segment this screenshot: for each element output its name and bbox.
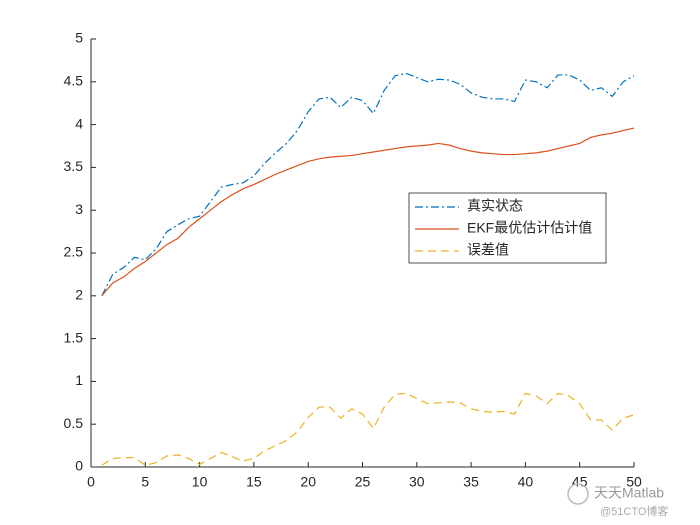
y-tick-label: 4.5 bbox=[64, 73, 84, 89]
y-tick-label: 4 bbox=[75, 115, 83, 131]
x-tick-label: 20 bbox=[300, 474, 316, 490]
x-tick-label: 40 bbox=[518, 474, 534, 490]
y-tick-label: 2.5 bbox=[64, 244, 84, 260]
y-tick-label: 0 bbox=[75, 458, 83, 474]
y-tick-label: 3.5 bbox=[64, 158, 84, 174]
x-tick-label: 5 bbox=[141, 474, 149, 490]
legend-label: 真实状态 bbox=[467, 198, 523, 214]
legend-label: 误差值 bbox=[467, 242, 509, 258]
x-tick-label: 50 bbox=[626, 474, 642, 490]
x-tick-label: 15 bbox=[246, 474, 262, 490]
watermark: @51CTO博客 bbox=[600, 504, 668, 518]
watermark-icon bbox=[567, 483, 589, 505]
series-line bbox=[101, 127, 635, 297]
y-tick-label: 5 bbox=[75, 30, 83, 46]
y-tick-label: 1.5 bbox=[64, 329, 84, 345]
y-tick-label: 1 bbox=[75, 372, 83, 388]
series-line bbox=[101, 392, 635, 466]
x-tick-label: 0 bbox=[87, 474, 95, 490]
watermark: 天天Matlab bbox=[594, 485, 664, 501]
series-line bbox=[101, 72, 635, 297]
x-tick-label: 35 bbox=[463, 474, 479, 490]
x-tick-label: 25 bbox=[355, 474, 371, 490]
y-tick-label: 0.5 bbox=[64, 415, 84, 431]
x-tick-label: 30 bbox=[409, 474, 425, 490]
x-tick-label: 10 bbox=[192, 474, 208, 490]
y-tick-label: 3 bbox=[75, 201, 83, 217]
legend-label: EKF最优估计估计值 bbox=[467, 220, 592, 236]
y-tick-label: 2 bbox=[75, 287, 83, 303]
